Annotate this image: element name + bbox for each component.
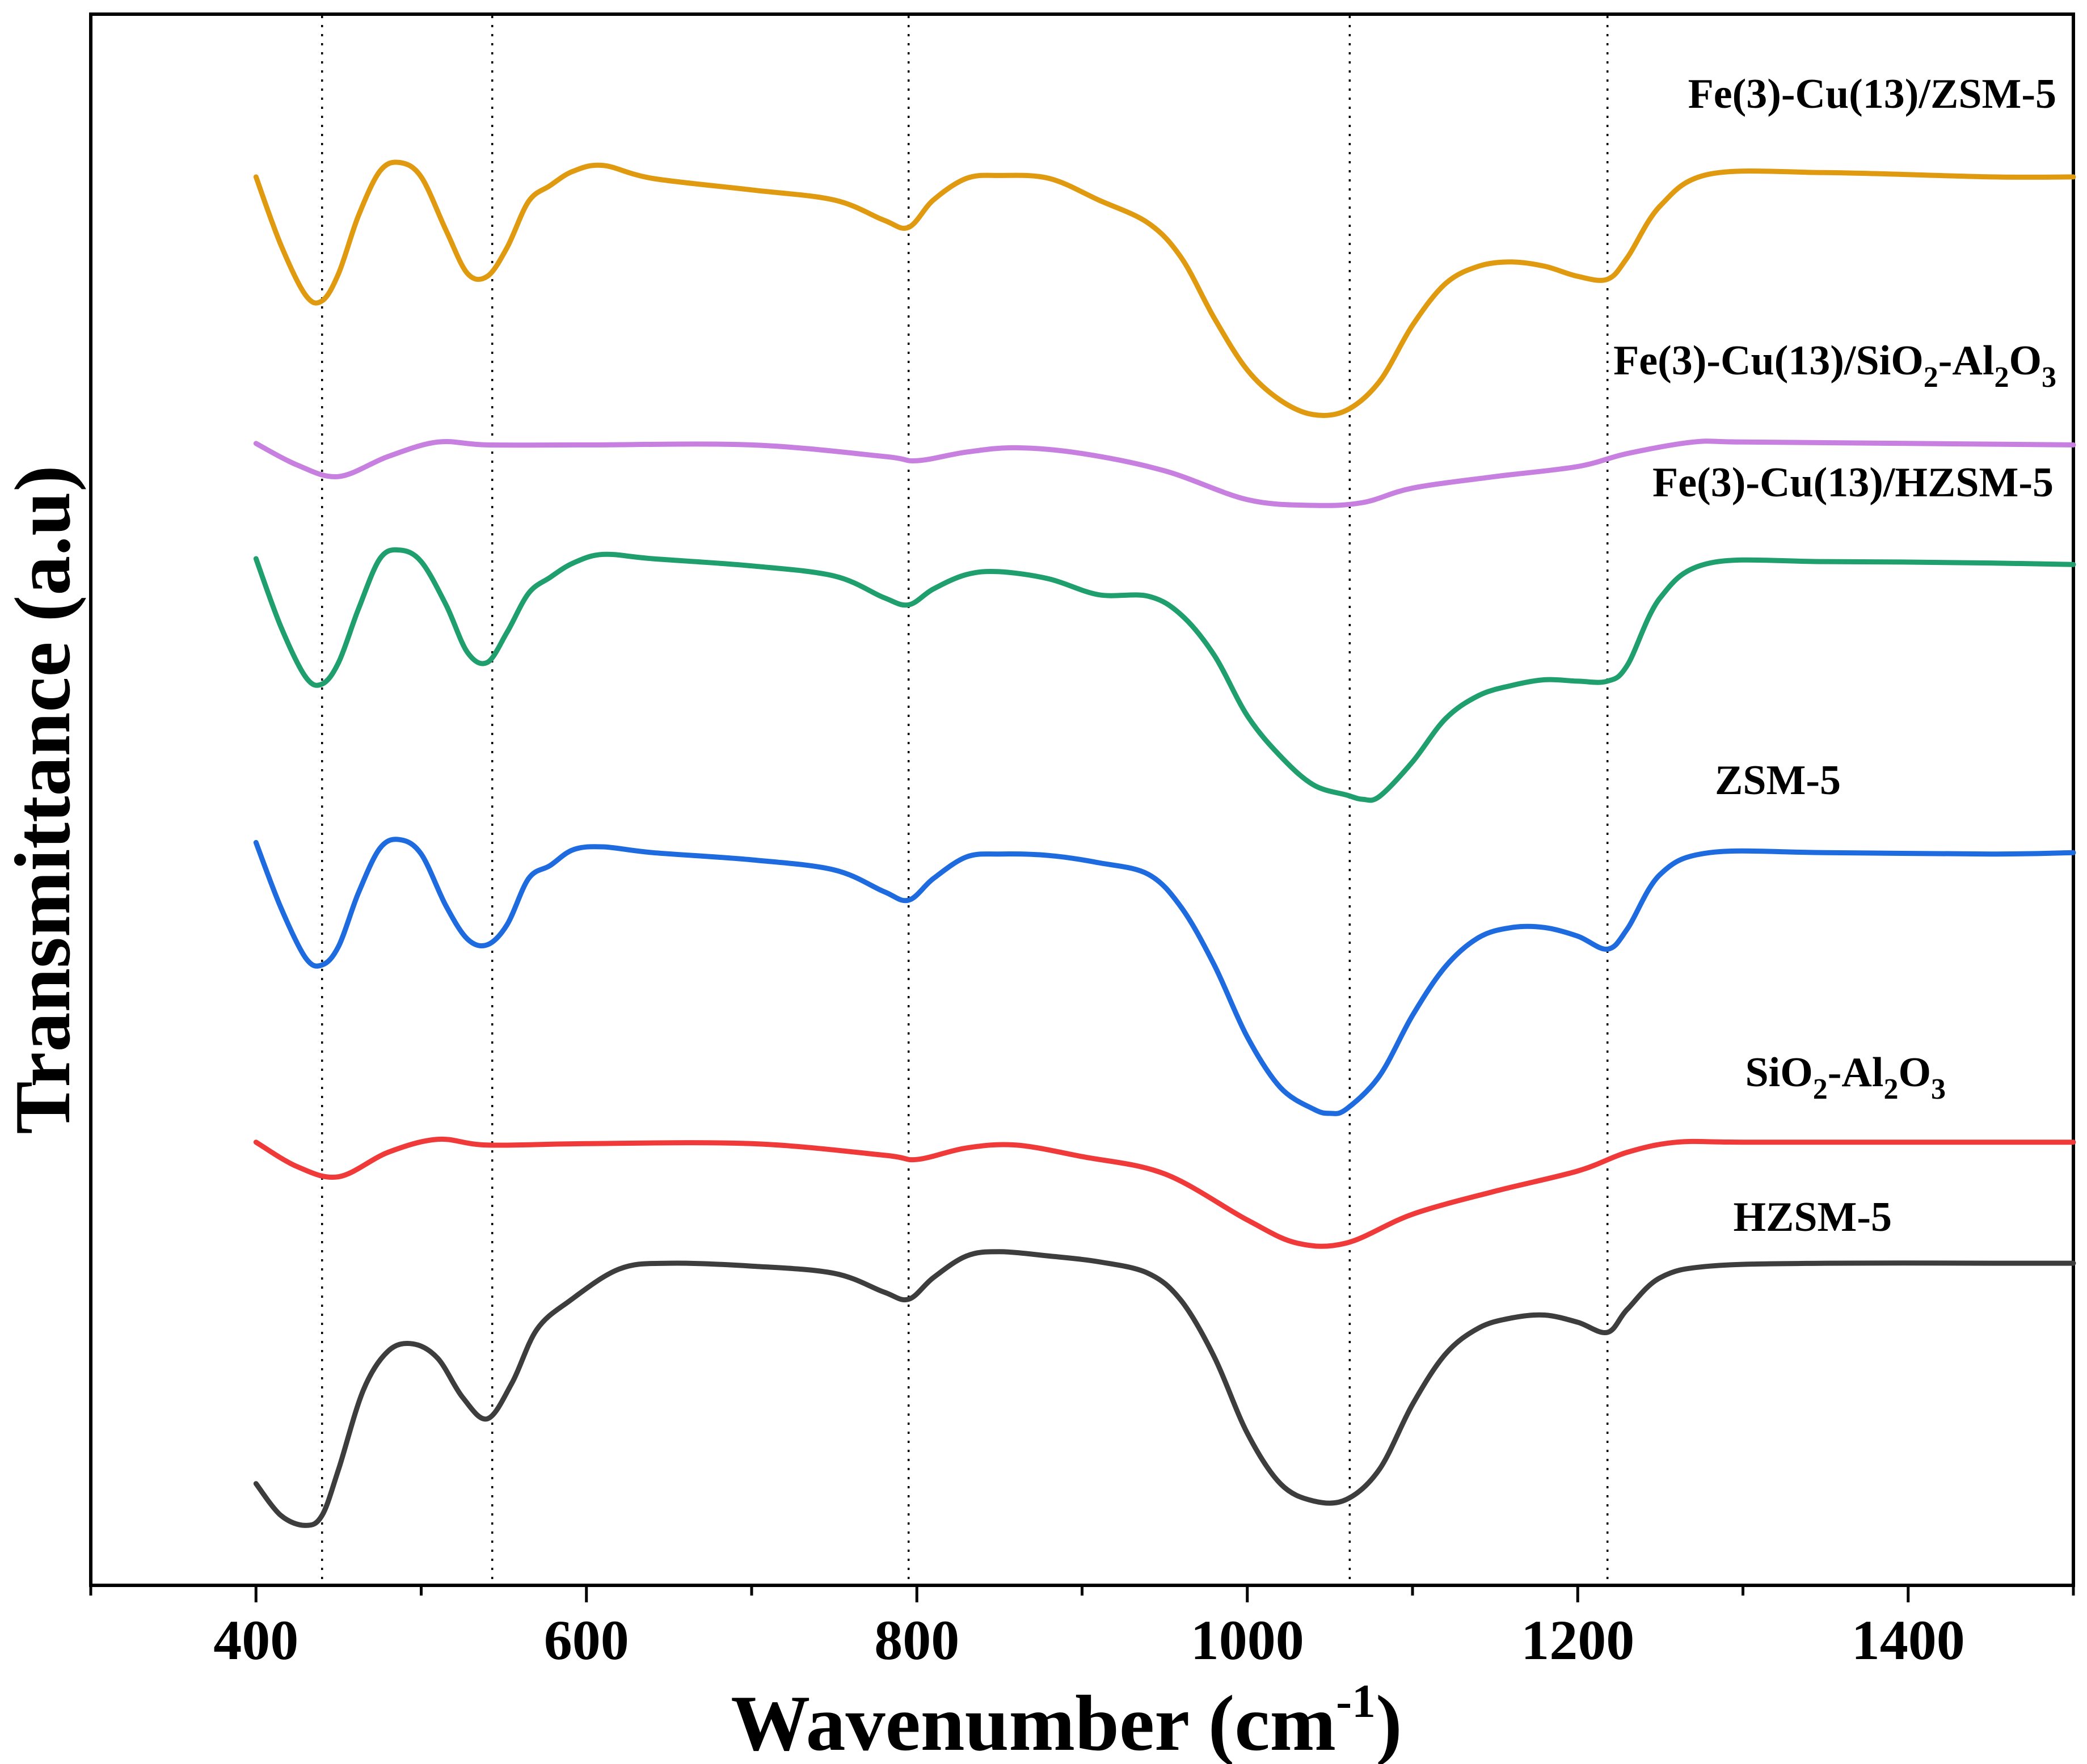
x-axis-tick-labels: 400 600 800 1000 1200 1400: [213, 1609, 1965, 1672]
series-label-zsm-5: ZSM-5: [1715, 757, 1841, 804]
series-line-fe-3-cu-13-zsm-5: [253, 159, 2076, 418]
series-line-sio2-al2o3: [253, 1136, 2076, 1249]
series-line-zsm-5: [253, 837, 2076, 1116]
series-label-hzsm-5: HZSM-5: [1733, 1194, 1892, 1240]
series-labels: Fe(3)-Cu(13)/ZSM-5 Fe(3)-Cu(13)/SiO2-Al2O…: [1613, 71, 2056, 1240]
x-tick-label-600: 600: [544, 1609, 629, 1672]
series-line-fe-3-cu-13-hzsm-5: [253, 547, 2076, 803]
series-curves: [253, 159, 2076, 1528]
reference-lines: [321, 16, 1609, 1584]
series-label-sio2-al2o3: SiO2-Al2O3: [1746, 1049, 1946, 1105]
x-axis-title: Wavenumber (cm-1): [731, 1675, 1402, 1764]
x-axis-title-tail: ): [1376, 1679, 1402, 1764]
x-axis-title-superscript: -1: [1336, 1675, 1376, 1728]
series-line-hzsm-5: [253, 1249, 2076, 1528]
series-label-fe-3-cu-13-zsm-5: Fe(3)-Cu(13)/ZSM-5: [1688, 71, 2056, 117]
x-tick-label-1000: 1000: [1191, 1609, 1304, 1672]
y-axis-title: Transmittance (a.u): [0, 465, 87, 1134]
series-line-fe-3-cu-13-sio2-al2o3: [253, 438, 2076, 508]
x-tick-label-800: 800: [874, 1609, 959, 1672]
x-tick-label-1400: 1400: [1852, 1609, 1965, 1672]
x-tick-label-1200: 1200: [1521, 1609, 1634, 1672]
series-label-fe-3-cu-13-hzsm-5: Fe(3)-Cu(13)/HZSM-5: [1652, 459, 2054, 506]
x-axis-ticks: [89, 1585, 2075, 1602]
x-tick-label-400: 400: [213, 1609, 298, 1672]
series-label-fe-3-cu-13-sio2-al2o3: Fe(3)-Cu(13)/SiO2-Al2O3: [1613, 337, 2056, 394]
